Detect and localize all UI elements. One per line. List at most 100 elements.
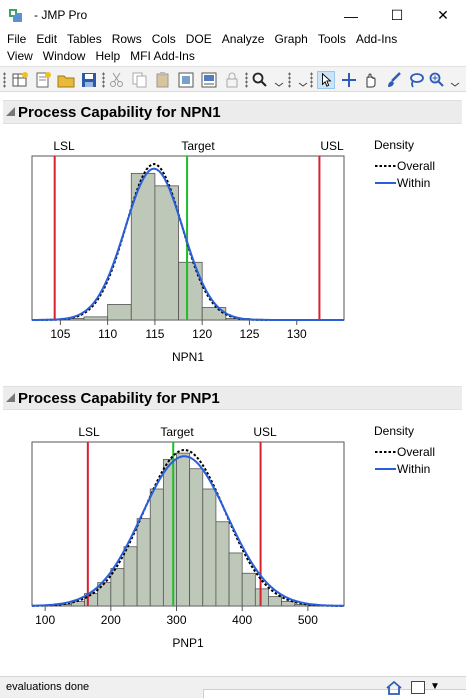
toolbar-grip[interactable] <box>245 72 248 88</box>
title-bar: - JMP Pro — ☐ ✕ <box>0 0 466 31</box>
legend-within-label: Within <box>397 176 430 190</box>
lsl-label: LSL <box>53 139 75 153</box>
legend: Density Overall Within <box>374 424 435 476</box>
lsl-label: LSL <box>78 425 100 439</box>
copy-icon[interactable] <box>131 71 149 89</box>
within-density-curve <box>32 455 345 607</box>
lasso-icon[interactable] <box>407 71 425 89</box>
x-axis-label: PNP1 <box>172 636 204 650</box>
menu-tools[interactable]: Tools <box>317 32 346 46</box>
histogram-bar <box>202 488 217 607</box>
legend-within-label: Within <box>397 462 430 476</box>
brush-icon[interactable] <box>385 71 403 89</box>
journal-icon[interactable] <box>200 71 218 89</box>
histogram-bar <box>189 468 204 607</box>
target-label: Target <box>181 139 215 153</box>
menu-graph[interactable]: Graph <box>274 32 308 46</box>
chevron-down-icon[interactable] <box>294 71 312 89</box>
toolbar-grip[interactable] <box>288 72 291 88</box>
close-button[interactable]: ✕ <box>420 0 466 31</box>
histogram-bar <box>268 596 283 607</box>
x-tick-label: 300 <box>166 613 186 627</box>
menu-edit[interactable]: Edit <box>36 32 58 46</box>
menu-mfi-add-ins[interactable]: MFI Add-Ins <box>130 49 195 63</box>
new-data-table-icon[interactable] <box>11 71 29 89</box>
minimize-button[interactable]: — <box>328 0 374 31</box>
magnifier-icon[interactable] <box>428 71 446 89</box>
disclosure-triangle-icon[interactable] <box>6 393 15 402</box>
toolbar <box>0 66 466 92</box>
menu-tables[interactable]: Tables <box>67 32 102 46</box>
maximize-icon: ☐ <box>390 7 404 23</box>
new-script-icon[interactable] <box>34 71 52 89</box>
menu-analyze[interactable]: Analyze <box>221 32 265 46</box>
histogram-bar <box>136 518 151 607</box>
open-icon[interactable] <box>57 71 75 89</box>
histogram-bar <box>176 452 191 607</box>
legend-overall-label: Overall <box>397 159 435 173</box>
histogram-bar <box>123 546 138 607</box>
window-title: - JMP Pro <box>34 8 88 22</box>
toolbar-grip[interactable] <box>102 72 105 88</box>
minimize-icon: — <box>344 7 358 24</box>
disclosure-triangle-icon[interactable] <box>6 107 15 116</box>
outline-header-npn1[interactable]: Process Capability for NPN1 <box>3 100 462 124</box>
menu-rows[interactable]: Rows <box>111 32 142 46</box>
x-tick-label: 200 <box>101 613 121 627</box>
report-window: Process Capability for NPN1 LSL Target U… <box>0 93 466 676</box>
maximize-button[interactable]: ☐ <box>374 0 420 31</box>
histogram-bar <box>130 172 156 321</box>
x-axis-label: NPN1 <box>172 350 204 364</box>
histogram-bar <box>254 588 269 607</box>
outline-header-pnp1[interactable]: Process Capability for PNP1 <box>3 386 462 410</box>
outline-title: Process Capability for NPN1 <box>18 104 221 121</box>
window-icon[interactable] <box>411 681 425 694</box>
menu-view[interactable]: View <box>7 49 33 63</box>
hand-icon[interactable] <box>362 71 380 89</box>
cut-icon[interactable] <box>108 71 126 89</box>
home-icon[interactable] <box>385 679 403 697</box>
x-tick-label: 400 <box>232 613 252 627</box>
capability-chart-npn1: LSL Target USL 105 110 115 120 125 130 NPN1 D… <box>31 138 435 364</box>
x-tick-label: 500 <box>298 613 318 627</box>
lock-icon[interactable] <box>223 71 241 89</box>
histogram-bar <box>149 488 164 607</box>
crosshair-icon[interactable] <box>340 71 358 89</box>
search-icon[interactable] <box>251 71 269 89</box>
image-icon[interactable] <box>177 71 195 89</box>
usl-label: USL <box>253 425 277 439</box>
histogram-bar <box>162 458 177 607</box>
legend: Density Overall Within <box>374 138 435 190</box>
dropdown-icon[interactable]: ▼ <box>430 681 440 692</box>
toolbar-grip[interactable] <box>3 72 6 88</box>
menu-add-ins[interactable]: Add-Ins <box>355 32 398 46</box>
x-tick-label: 115 <box>145 327 164 341</box>
chevron-down-icon[interactable] <box>446 71 464 89</box>
menu-file[interactable]: File <box>7 32 27 46</box>
menu-window[interactable]: Window <box>42 49 86 63</box>
histogram-bar <box>201 307 227 321</box>
status-divider <box>203 689 466 698</box>
toolbar-grip[interactable] <box>310 72 313 88</box>
status-bar: evaluations done ▼ <box>0 676 466 698</box>
menu-doe[interactable]: DOE <box>185 32 212 46</box>
histogram-bar <box>154 185 179 321</box>
menu-cols[interactable]: Cols <box>151 32 176 46</box>
save-icon[interactable] <box>80 71 98 89</box>
x-tick-label: 130 <box>287 327 307 341</box>
legend-title: Density <box>374 424 414 438</box>
arrow-select-icon[interactable] <box>317 71 335 89</box>
x-tick-label: 105 <box>50 327 70 341</box>
histogram-bar <box>107 303 132 321</box>
histogram-bar <box>178 261 203 321</box>
histogram-bar <box>215 521 230 607</box>
x-tick-label: 125 <box>239 327 259 341</box>
chevron-down-icon[interactable] <box>270 71 288 89</box>
menu-row-1: File Edit Tables Rows Cols DOE Analyze G… <box>0 31 400 48</box>
menu-help[interactable]: Help <box>95 49 121 63</box>
paste-icon[interactable] <box>154 71 172 89</box>
x-tick-label: 110 <box>98 327 117 341</box>
legend-title: Density <box>374 138 414 152</box>
x-tick-label: 120 <box>192 327 212 341</box>
usl-label: USL <box>320 139 344 153</box>
